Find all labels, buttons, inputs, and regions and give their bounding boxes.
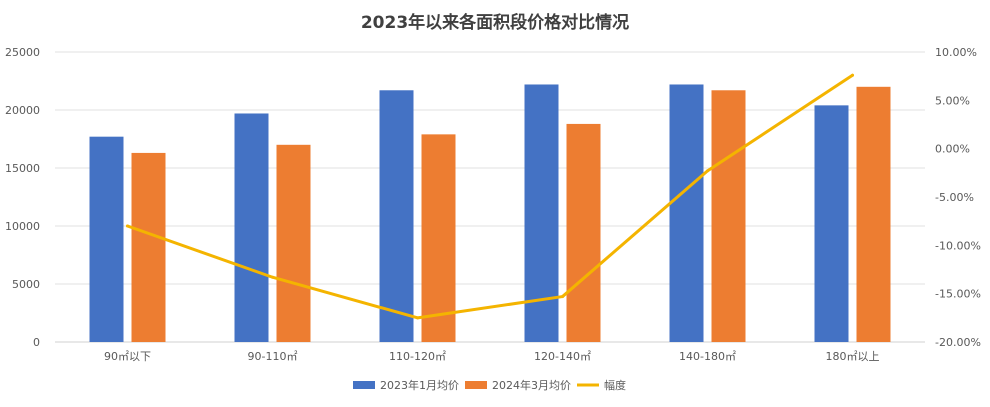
bar-mar2024-0 [131,152,166,342]
right-axis: -20.00% -15.00% -10.00% -5.00% 0.00% 5.00% 10.… [935,46,981,349]
right-tick-label: 0.00% [935,143,970,156]
legend-item-2: 幅度 [577,378,626,392]
legend-swatch [465,381,487,389]
right-tick-label: 5.00% [935,94,970,107]
category-label: 110-120㎡ [389,350,446,363]
bar-jan2023-2 [379,90,414,342]
legend-item-1: 2024年3月均价 [465,378,571,392]
legend-label: 2023年1月均价 [380,378,459,392]
chart-title: 2023年以来各面积段价格对比情况 [361,12,629,33]
left-tick-label: 20000 [5,104,40,117]
category-label: 120-140㎡ [534,350,591,363]
ratio-point-5 [851,73,854,77]
bar-jan2023-3 [524,84,559,342]
ratio-point-0 [126,224,129,228]
bar-jan2023-0 [89,136,124,342]
ratio-line-path [126,73,854,320]
ratio-point-2 [416,316,419,320]
left-tick-label: 0 [33,336,40,349]
bar-mar2024-4 [711,90,746,342]
ratio-point-4 [706,169,709,173]
category-label: 140-180㎡ [679,350,736,363]
bar-mar2024-5 [856,86,891,342]
bar-jan2023-4 [669,84,704,342]
category-label: 90-110㎡ [248,350,298,363]
legend-item-0: 2023年1月均价 [353,378,459,392]
right-tick-label: 10.00% [935,46,977,59]
legend-label: 幅度 [604,378,626,392]
right-tick-label: -10.00% [935,239,981,252]
left-tick-label: 25000 [5,46,40,59]
left-tick-label: 15000 [5,162,40,175]
left-tick-label: 5000 [12,278,40,291]
ratio-line [126,73,854,320]
gridlines [55,51,925,343]
ratio-point-1 [271,275,274,279]
ratio-point-3 [561,295,564,299]
legend-swatch [353,381,375,389]
bar-mar2024-1 [276,144,311,342]
left-tick-label: 10000 [5,220,40,233]
category-label: 90㎡以下 [104,350,151,363]
right-tick-label: -15.00% [935,288,981,301]
legend: 2023年1月均价 2024年3月均价 幅度 [353,378,626,392]
right-tick-label: -5.00% [935,191,974,204]
bar-jan2023-5 [814,105,849,342]
right-tick-label: -20.00% [935,336,981,349]
category-label: 180㎡以上 [826,350,880,363]
bar-mar2024-3 [566,123,601,342]
left-axis: 0 5000 10000 15000 20000 25000 [5,46,40,349]
bars [89,84,891,342]
bar-mar2024-2 [421,134,456,342]
bar-jan2023-1 [234,113,269,342]
category-axis: 90㎡以下 90-110㎡ 110-120㎡ 120-140㎡ 140-180㎡ 180㎡… [104,350,880,363]
legend-label: 2024年3月均价 [492,378,571,392]
